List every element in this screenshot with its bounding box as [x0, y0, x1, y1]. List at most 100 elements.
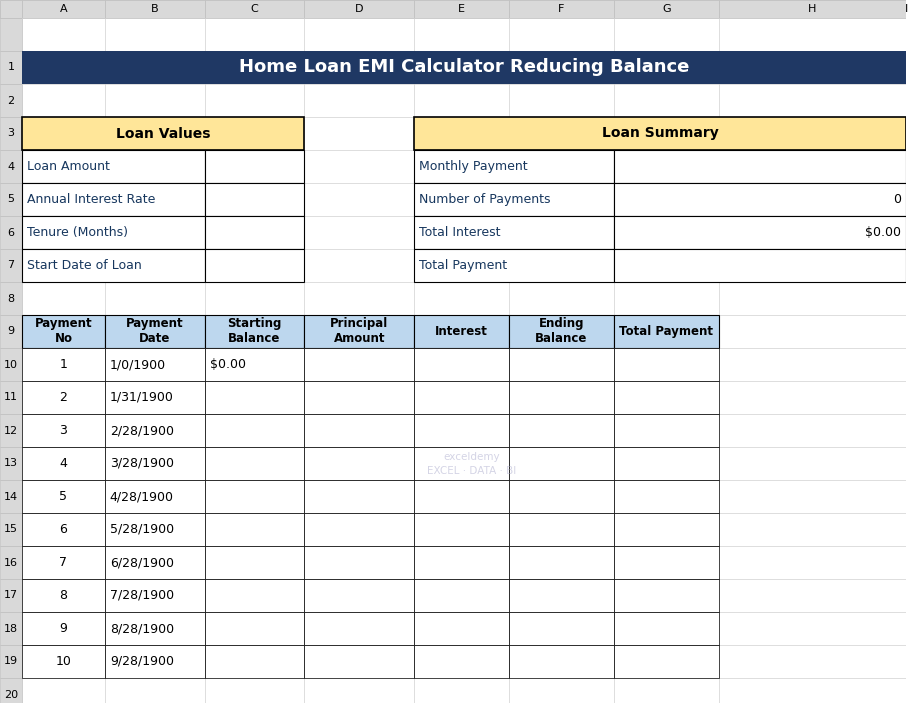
Bar — [22, 546, 104, 579]
Text: 18: 18 — [4, 624, 18, 633]
Text: 2/28/1900: 2/28/1900 — [110, 424, 173, 437]
Bar — [614, 348, 719, 381]
Text: 13: 13 — [4, 458, 18, 468]
Text: Payment
No: Payment No — [35, 318, 93, 345]
Bar — [414, 513, 509, 546]
Bar — [614, 579, 719, 612]
Text: Total Payment: Total Payment — [419, 259, 508, 272]
Bar — [0, 150, 22, 183]
Bar — [614, 546, 719, 579]
Bar — [304, 612, 414, 645]
Bar — [0, 183, 22, 216]
Bar — [204, 579, 304, 612]
Bar — [0, 579, 22, 612]
Text: 2: 2 — [59, 391, 67, 404]
Bar — [614, 216, 906, 249]
Bar — [0, 447, 22, 480]
Bar — [304, 579, 414, 612]
Bar — [414, 117, 906, 150]
Bar — [22, 447, 104, 480]
Bar — [22, 51, 906, 84]
Text: 2: 2 — [7, 96, 15, 105]
Bar — [0, 645, 22, 678]
Text: E: E — [459, 4, 465, 14]
Bar — [509, 480, 614, 513]
Text: 12: 12 — [4, 425, 18, 435]
Text: 5/28/1900: 5/28/1900 — [110, 523, 174, 536]
Text: Payment
Date: Payment Date — [126, 318, 183, 345]
Bar — [509, 612, 614, 645]
Bar — [614, 447, 719, 480]
Bar — [0, 315, 22, 348]
Bar — [614, 381, 719, 414]
Bar — [22, 348, 104, 381]
Text: H: H — [808, 4, 816, 14]
Bar — [719, 0, 906, 18]
Bar — [414, 348, 509, 381]
Bar — [0, 0, 906, 18]
Text: 9: 9 — [59, 622, 67, 635]
Text: Monthly Payment: Monthly Payment — [419, 160, 528, 173]
Bar — [414, 480, 509, 513]
Bar — [414, 0, 509, 18]
Bar — [509, 513, 614, 546]
Bar — [0, 480, 22, 513]
Bar — [204, 546, 304, 579]
Text: A: A — [60, 4, 67, 14]
Bar — [0, 282, 22, 315]
Text: 19: 19 — [4, 657, 18, 666]
Bar — [414, 183, 614, 216]
Text: 10: 10 — [55, 655, 72, 668]
Bar — [0, 84, 22, 117]
Bar — [304, 348, 414, 381]
Bar — [0, 678, 22, 703]
Text: 6: 6 — [59, 523, 67, 536]
Text: 4: 4 — [59, 457, 67, 470]
Bar — [614, 612, 719, 645]
Bar — [0, 0, 22, 18]
Bar — [204, 249, 304, 282]
Text: 17: 17 — [4, 591, 18, 600]
Bar — [0, 117, 22, 150]
Text: F: F — [558, 4, 565, 14]
Text: Number of Payments: Number of Payments — [419, 193, 551, 206]
Bar — [22, 645, 104, 678]
Text: 6: 6 — [7, 228, 15, 238]
Bar — [104, 513, 204, 546]
Bar — [414, 579, 509, 612]
Text: B: B — [151, 4, 159, 14]
Bar — [614, 150, 906, 183]
Text: 7: 7 — [59, 556, 67, 569]
Bar — [614, 414, 719, 447]
Bar — [304, 513, 414, 546]
Bar — [204, 216, 304, 249]
Bar — [414, 612, 509, 645]
Bar — [614, 645, 719, 678]
Bar — [204, 645, 304, 678]
Bar — [104, 348, 204, 381]
Text: 8: 8 — [59, 589, 67, 602]
Bar — [22, 117, 304, 150]
Bar — [22, 150, 204, 183]
Bar — [0, 381, 22, 414]
Bar — [414, 381, 509, 414]
Bar — [509, 447, 614, 480]
Text: 3/28/1900: 3/28/1900 — [110, 457, 173, 470]
Bar — [22, 249, 204, 282]
Text: C: C — [251, 4, 259, 14]
Bar — [614, 249, 906, 282]
Bar — [204, 315, 304, 348]
Bar — [0, 51, 22, 84]
Text: 14: 14 — [4, 491, 18, 501]
Text: 9: 9 — [7, 326, 15, 337]
Bar — [22, 183, 204, 216]
Bar — [22, 216, 204, 249]
Bar — [304, 480, 414, 513]
Bar — [414, 546, 509, 579]
Bar — [0, 249, 22, 282]
Text: exceldemy
EXCEL · DATA · BI: exceldemy EXCEL · DATA · BI — [427, 452, 516, 476]
Text: 15: 15 — [4, 524, 18, 534]
Text: 16: 16 — [4, 557, 18, 567]
Bar — [22, 414, 104, 447]
Text: 6/28/1900: 6/28/1900 — [110, 556, 173, 569]
